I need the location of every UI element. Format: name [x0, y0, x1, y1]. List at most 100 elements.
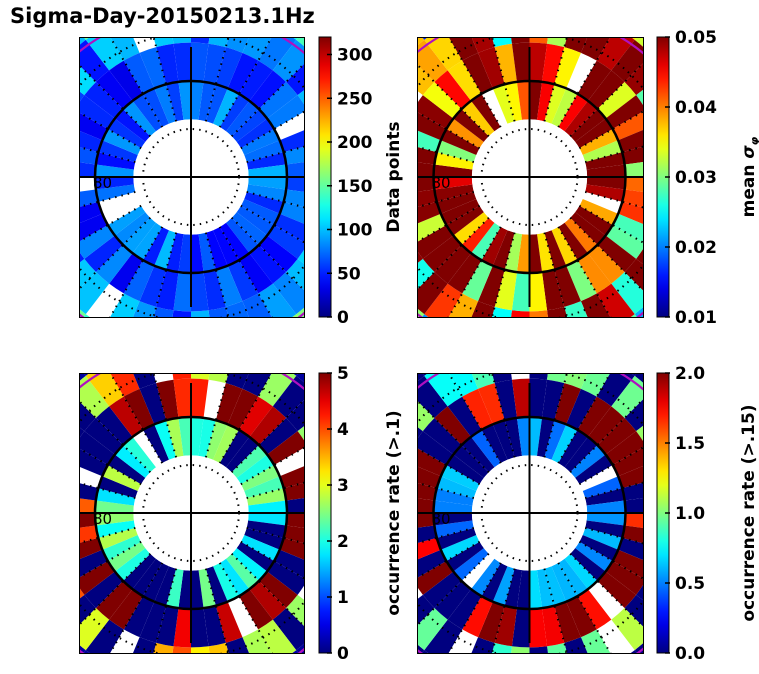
data-cell: [95, 70, 133, 110]
data-cell: [0, 642, 42, 674]
data-cell: [205, 230, 228, 270]
data-cell: [436, 476, 477, 499]
data-cell: [123, 260, 155, 302]
data-cell: [79, 64, 96, 96]
data-cell: [362, 618, 407, 662]
data-cell: [239, 60, 273, 101]
data-cell: [15, 662, 63, 674]
data-cell: [0, 309, 15, 361]
data-cell: [267, 431, 304, 465]
data-cell: [367, 329, 419, 381]
data-cell: [242, 37, 272, 61]
data-cell: [84, 417, 124, 455]
data-cell: [547, 373, 568, 384]
colorbar-tick-label: 0.5: [675, 574, 705, 594]
data-cell: [0, 0, 39, 1]
data-cell: [244, 476, 284, 499]
data-cell: [213, 562, 239, 602]
data-cell: [462, 388, 493, 430]
data-cell: [215, 383, 243, 425]
data-cell: [242, 373, 272, 397]
data-cell: [123, 100, 156, 137]
data-cell: [286, 400, 304, 432]
data-cell: [424, 318, 463, 363]
data-cell: [215, 265, 243, 307]
data-cell: [554, 47, 581, 89]
data-cell: [283, 482, 304, 501]
data-cell: [208, 306, 229, 317]
data-cell: [701, 513, 741, 541]
data-cell: [0, 388, 8, 432]
data-cell: [79, 251, 85, 263]
polar-plot-area: 607080: [326, 0, 738, 326]
data-cell: [215, 47, 243, 89]
data-cell: [153, 642, 174, 653]
data-cell: [249, 580, 287, 620]
data-cell: [566, 260, 597, 302]
data-cell: [286, 177, 304, 192]
data-cell: [326, 0, 378, 1]
data-cell: [618, 201, 643, 225]
data-cell: [491, 642, 512, 653]
data-cell: [611, 272, 643, 315]
data-cell: [511, 272, 530, 312]
data-cell: [24, 447, 67, 478]
colorbar-tick-label: 4: [337, 420, 349, 440]
data-cell: [296, 373, 304, 383]
data-cell: [0, 337, 42, 385]
data-cell: [446, 205, 484, 236]
data-cell: [79, 258, 96, 289]
data-cell: [586, 164, 626, 177]
data-cell: [424, 619, 463, 653]
data-cell: [123, 388, 155, 430]
data-cell: [471, 301, 495, 317]
data-cell: [422, 417, 462, 455]
data-cell: [417, 498, 435, 513]
data-cell: [434, 406, 472, 446]
data-cell: [249, 406, 287, 446]
data-cell: [286, 498, 304, 513]
data-cell: [163, 0, 191, 6]
data-cell: [320, 662, 368, 674]
data-cell: [139, 601, 167, 643]
data-cell: [630, 650, 637, 653]
data-cell: [542, 379, 565, 421]
data-cell: [667, 263, 713, 305]
data-cell: [580, 629, 611, 653]
data-cell: [558, 429, 588, 468]
data-cell: [23, 364, 68, 408]
data-cell: [79, 448, 108, 477]
data-cell: [436, 527, 477, 550]
data-cell: [580, 293, 611, 317]
data-cell: [516, 81, 530, 120]
data-cell: [728, 338, 759, 389]
data-cell: [586, 513, 626, 526]
data-cell: [191, 373, 210, 380]
data-cell: [0, 283, 23, 329]
data-cell: [422, 235, 462, 273]
data-cell: [434, 488, 474, 506]
data-cell: [696, 200, 738, 232]
data-cell: [83, 314, 90, 317]
colorbar-label: mean σφ: [739, 136, 759, 217]
data-cell: [173, 378, 191, 418]
data-cell: [292, 650, 299, 653]
data-cell: [611, 375, 643, 418]
data-cell: [85, 663, 124, 674]
data-cell: [231, 548, 268, 581]
data-cell: [246, 488, 287, 506]
data-cell: [579, 535, 619, 561]
data-cell: [198, 417, 216, 458]
data-cell: [79, 91, 85, 103]
colorbar-label-symbol: σ: [739, 145, 759, 159]
data-cell: [236, 118, 275, 149]
data-cell: [248, 177, 287, 190]
polar-plot-area: 607080: [362, 318, 759, 662]
data-cell: [362, 282, 407, 326]
data-cell: [292, 37, 299, 40]
data-cell: [587, 406, 625, 446]
data-cell: [79, 525, 99, 544]
data-cell: [417, 213, 447, 242]
data-cell: [579, 129, 619, 155]
data-cell: [542, 43, 565, 85]
